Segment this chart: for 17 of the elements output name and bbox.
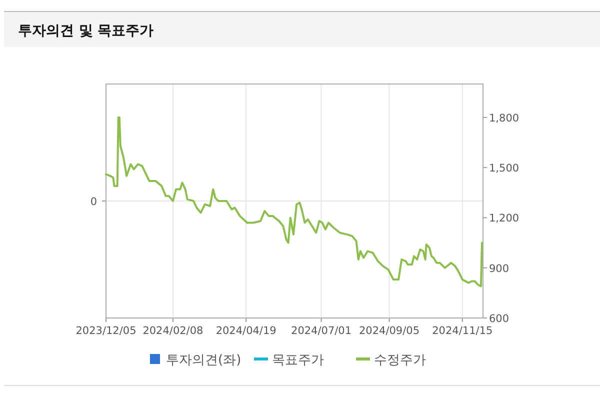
x-tick-label: 2024/09/05 <box>359 325 420 337</box>
line-series <box>105 116 483 288</box>
text: 0 <box>90 196 97 208</box>
y2-tick-label: 1,800 <box>489 112 520 124</box>
y2-tick-label: 1,200 <box>489 212 520 225</box>
y2-tick-label: 600 <box>489 313 510 325</box>
y2-tick-label: 900 <box>489 262 510 275</box>
x-tick-label: 2023/12/05 <box>76 325 136 337</box>
legend-label: 수정주가 <box>374 353 426 368</box>
legend-label: 투자의견(좌) <box>166 353 242 368</box>
chart-title: 투자의견 및 목표주가 <box>18 23 154 39</box>
x-tick-label: 2024/11/15 <box>432 325 493 337</box>
legend-label: 목표주가 <box>272 353 324 368</box>
y2-tick-label: 1,500 <box>489 162 520 175</box>
x-tick-label: 2024/02/08 <box>142 325 204 337</box>
x-tick-label: 2024/04/19 <box>216 325 276 337</box>
x-tick-label: 2024/07/01 <box>291 325 352 337</box>
